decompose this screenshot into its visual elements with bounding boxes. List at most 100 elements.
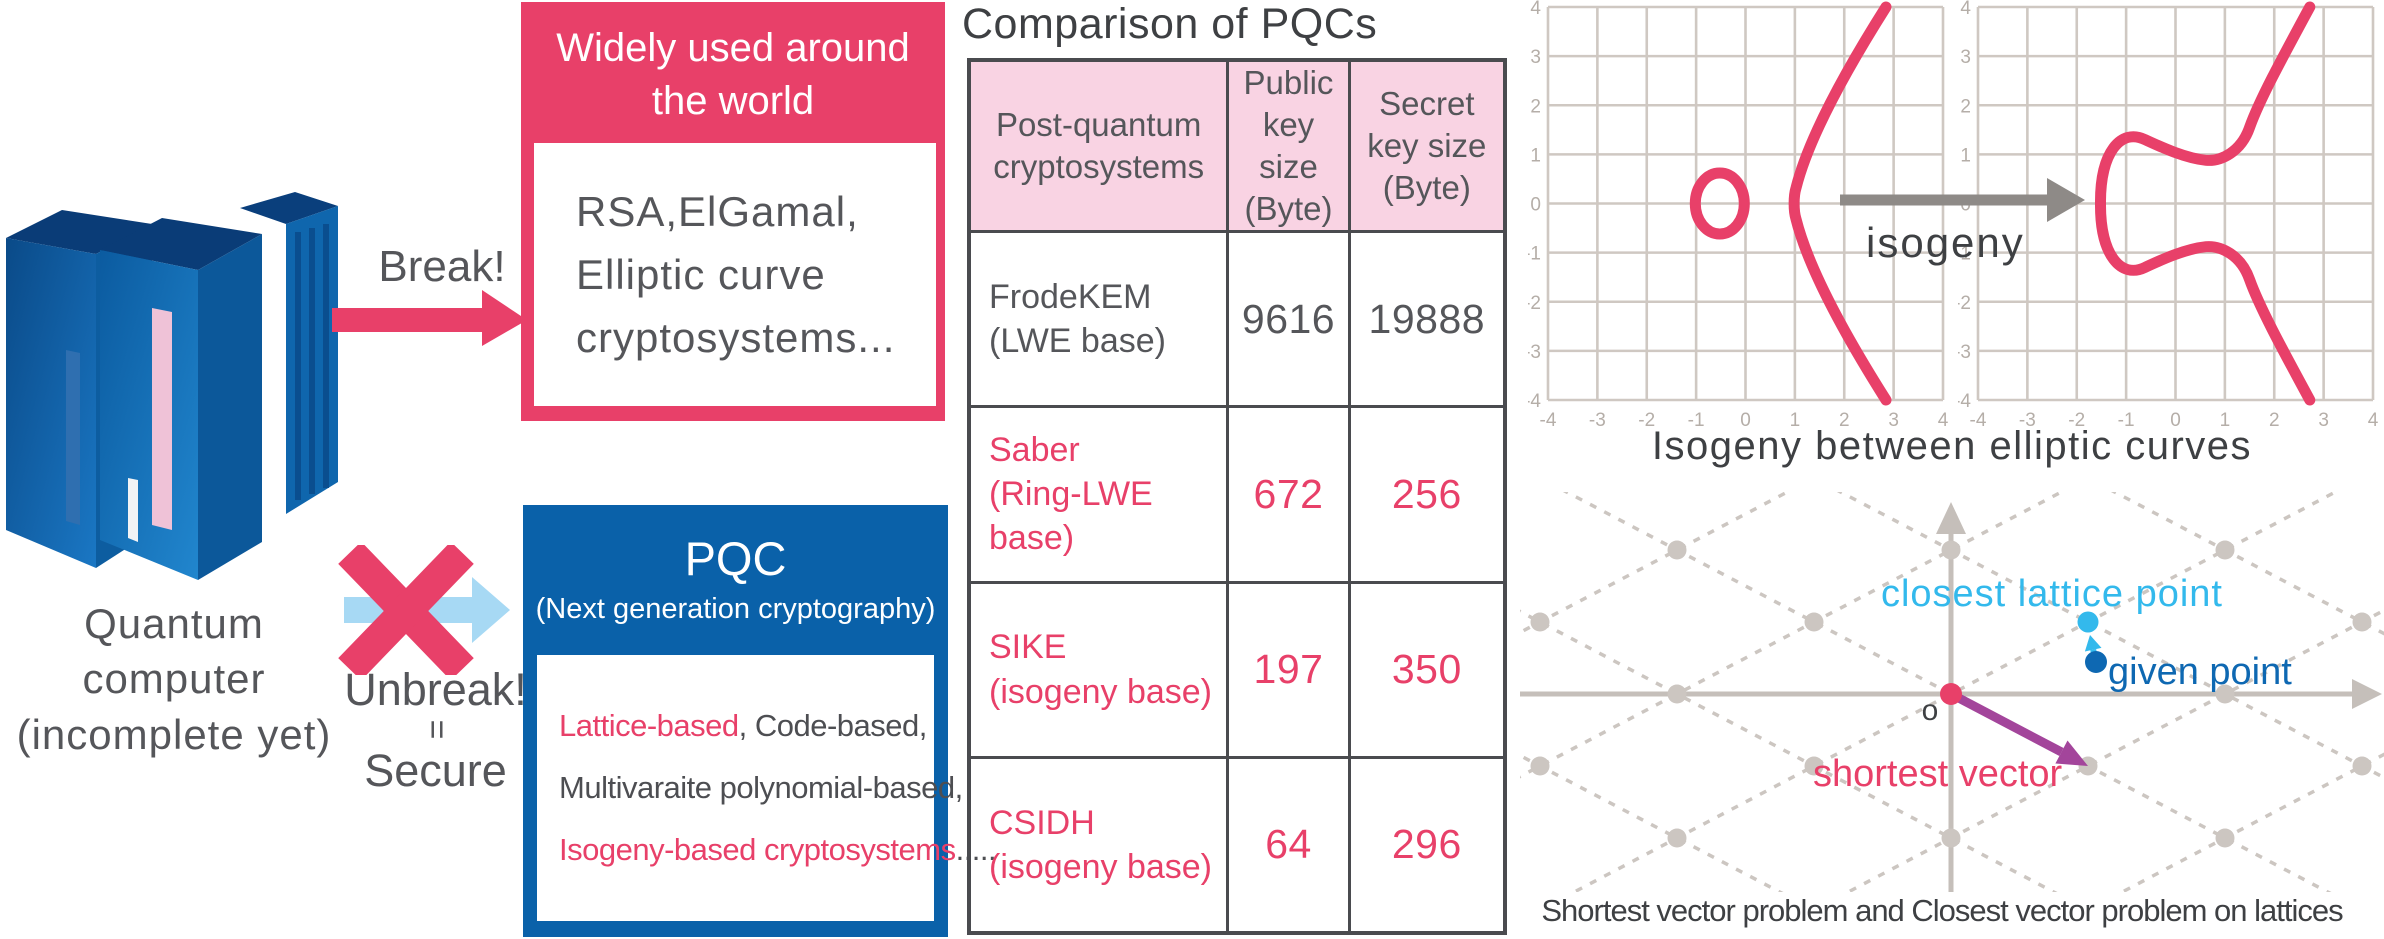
table-row-name: Saber (Ring-LWE base) xyxy=(971,405,1227,580)
server-tower-right xyxy=(100,218,262,580)
unbreak-caption: Unbreak! = Secure xyxy=(318,664,553,797)
pqc-body: Lattice-based, Code-based, Multivaraite p… xyxy=(537,655,997,921)
closest-lattice-point xyxy=(2077,611,2099,633)
pqc-body-segment: ..... xyxy=(955,832,997,867)
widely-body-line1: RSA,ElGamal, xyxy=(576,188,859,235)
x-cross-icon xyxy=(338,545,474,675)
widely-body-line3: cryptosystems... xyxy=(576,314,896,361)
unbreak-label: Unbreak! xyxy=(344,664,527,715)
break-arrow-icon xyxy=(332,290,527,346)
x-tick-label: 4 xyxy=(2368,410,2379,430)
table-header-line: key size xyxy=(1367,126,1487,164)
x-tick-label: 0 xyxy=(1740,410,1751,430)
pqc-body-segment: Isogeny-based cryptosystems xyxy=(559,832,956,867)
pqc-body-segment: Lattice-based xyxy=(559,708,739,743)
unbreak-crossed-arrow-icon xyxy=(338,545,510,675)
closest-lattice-point-label: closest lattice point xyxy=(1881,573,2223,615)
x-tick-label: 2 xyxy=(2269,410,2280,430)
pqc-subtitle: (Next generation cryptography) xyxy=(535,593,936,625)
table-header-line: key size xyxy=(1259,105,1318,185)
lattice-point xyxy=(1804,612,1824,632)
x-tick-label: -1 xyxy=(2118,410,2135,430)
quantum-computer-illustration xyxy=(6,192,338,580)
elliptic-curve-oval xyxy=(1689,167,1750,240)
lattice-point xyxy=(1941,540,1961,560)
isogeny-arrow-label: isogeny xyxy=(1866,219,2025,266)
x-tick-label: 2 xyxy=(1839,410,1850,430)
quantum-computer-caption: Quantum computer (incomplete yet) xyxy=(0,596,348,762)
elliptic-curve-branch xyxy=(1788,1,1892,406)
table-row-name: SIKE (isogeny base) xyxy=(971,580,1227,756)
quantum-caption-line2: computer xyxy=(82,655,266,703)
lattice-point xyxy=(1530,756,1550,776)
y-tick-label: -2 xyxy=(1528,293,1541,314)
y-tick-label: 2 xyxy=(1960,96,1971,117)
x-tick-label: -2 xyxy=(1638,410,1655,430)
y-tick-label: 0 xyxy=(1530,195,1541,216)
cryptosystem-base: (isogeny base) xyxy=(989,672,1213,711)
widely-used-title: Widely used around the world xyxy=(521,22,945,128)
table-header-line: Secret xyxy=(1379,84,1475,122)
table-header-line: cryptosystems xyxy=(993,148,1205,185)
pqc-comparison-table: Post-quantum cryptosystems Public key size (… xyxy=(967,58,1507,935)
x-tick-label: -1 xyxy=(1688,410,1705,430)
y-axis-arrowhead xyxy=(1936,502,1966,534)
x-tick-label: 1 xyxy=(2220,410,2231,430)
table-header-post-quantum: Post-quantum cryptosystems xyxy=(971,62,1227,230)
lattice-point xyxy=(1530,612,1550,632)
table-title: Comparison of PQCs xyxy=(962,0,1378,48)
x-tick-label: -3 xyxy=(1589,410,1606,430)
y-tick-label: -3 xyxy=(1958,342,1971,363)
table-header-line: Public xyxy=(1243,63,1334,101)
secret-key-size-value: 19888 xyxy=(1347,230,1503,406)
lattice-point xyxy=(1941,828,1961,848)
table-row-name: CSIDH (isogeny base) xyxy=(971,755,1227,931)
x-tick-label: -4 xyxy=(1970,410,1987,430)
table-header-secret-key-size: Secret key size (Byte) xyxy=(1347,62,1503,230)
equals-sign: = xyxy=(417,719,456,740)
cryptosystem-name: FrodeKEM xyxy=(989,277,1152,316)
widely-body-line2: Elliptic curve xyxy=(576,251,826,298)
x-tick-label: 1 xyxy=(1790,410,1801,430)
widely-used-box: Widely used around the world RSA,ElGamal… xyxy=(521,2,945,421)
secret-key-size-value: 296 xyxy=(1347,755,1503,931)
secret-key-size-value: 350 xyxy=(1347,580,1503,756)
elliptic-curve-image xyxy=(2094,1,2316,406)
lattice-point xyxy=(2215,540,2235,560)
elliptic-curve-plot-source: -4-4 -3 -3 -2 -2 -1 -1 0 0 1 1 2 2 3 3 4 4 xyxy=(1528,0,1949,430)
widely-used-title-line2: the world xyxy=(651,78,815,123)
isogeny-caption: Isogeny between elliptic curves xyxy=(1651,424,2253,468)
lattice-point xyxy=(1667,828,1687,848)
origin-label: o xyxy=(1922,694,1939,727)
x-tick-label: 3 xyxy=(2318,410,2329,430)
pqc-body-segment: , Code-based, xyxy=(738,708,928,743)
y-tick-label: -3 xyxy=(1528,342,1541,363)
widely-used-title-line1: Widely used around xyxy=(556,26,910,70)
lattice-point xyxy=(1667,684,1687,704)
white-stripe xyxy=(128,478,138,542)
widely-used-body: RSA,ElGamal, Elliptic curve cryptosystem… xyxy=(534,143,936,406)
cryptosystem-base: (isogeny base) xyxy=(989,847,1213,886)
pqc-title: PQC xyxy=(684,532,787,585)
table-header-line: (Byte) xyxy=(1382,169,1471,207)
table-row-name: FrodeKEM (LWE base) xyxy=(971,230,1227,405)
y-tick-label: -4 xyxy=(1528,391,1541,412)
public-key-size-value: 9616 xyxy=(1226,230,1348,406)
quantum-caption-line3: (incomplete yet) xyxy=(16,710,332,758)
table-header-line: Post-quantum xyxy=(995,105,1202,143)
lattice-point xyxy=(1804,756,1824,776)
pqc-body-line: Lattice-based, Code-based, xyxy=(559,695,934,757)
cryptosystem-base: (LWE base) xyxy=(989,322,1166,361)
public-key-size-value: 197 xyxy=(1226,580,1348,756)
y-tick-label: -1 xyxy=(1958,244,1971,265)
isogeny-arrow-icon xyxy=(1840,178,2085,222)
x-tick-label: -3 xyxy=(2019,410,2036,430)
lattice-caption: Shortest vector problem and Closest vect… xyxy=(1541,893,2343,928)
x-tick-label: 0 xyxy=(2170,410,2181,430)
pqc-body-segment: Multivaraite polynomial-based, xyxy=(559,770,963,805)
lattice-point xyxy=(2352,612,2372,632)
y-tick-label: 2 xyxy=(1530,96,1541,117)
cryptosystem-base: (Ring-LWE base) xyxy=(989,475,1153,558)
table-header-line: (Byte) xyxy=(1244,190,1333,228)
